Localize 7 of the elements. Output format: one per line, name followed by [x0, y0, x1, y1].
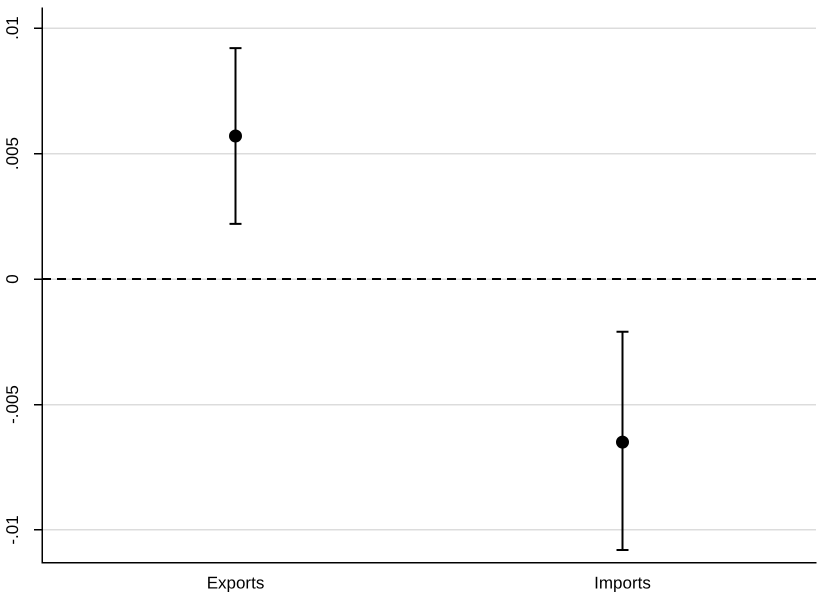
- x-tick-label: Imports: [594, 573, 651, 592]
- y-tick-label: -.005: [3, 385, 22, 424]
- y-tick-label: 0: [3, 274, 22, 284]
- y-tick-label: .005: [3, 137, 22, 170]
- y-tick-label: .01: [3, 16, 22, 40]
- y-tick-label: -.01: [3, 515, 22, 545]
- x-tick-label: Exports: [206, 573, 264, 592]
